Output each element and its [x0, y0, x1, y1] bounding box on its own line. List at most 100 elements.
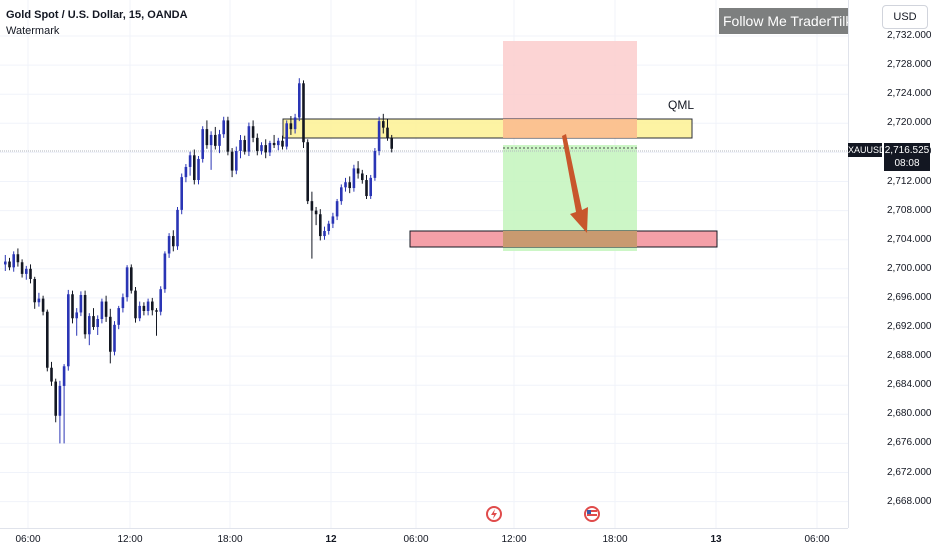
candle — [8, 257, 11, 271]
candle — [71, 290, 74, 324]
candle-body — [239, 140, 242, 151]
candle — [201, 126, 204, 163]
price-tick-label: 2,704.000 — [887, 233, 932, 245]
candle-body — [117, 308, 120, 325]
candle-body — [281, 140, 284, 147]
candle — [176, 206, 179, 250]
candle — [230, 148, 234, 178]
us-flag-event-icon[interactable] — [584, 506, 600, 522]
candle-body — [386, 127, 389, 138]
candle — [377, 116, 381, 156]
candle — [12, 251, 15, 272]
candle — [323, 226, 326, 240]
candle-body — [75, 312, 78, 319]
candle-body — [306, 142, 309, 202]
candle — [130, 264, 133, 294]
candle — [306, 139, 309, 205]
candle-body — [226, 120, 230, 152]
candle — [361, 169, 364, 184]
currency-button[interactable]: USD — [882, 5, 928, 29]
price-tick-label: 2,672.000 — [887, 466, 932, 478]
price-tick-label: 2,688.000 — [887, 350, 932, 362]
candle — [79, 291, 83, 317]
candle — [386, 118, 389, 141]
candle-body — [138, 305, 141, 319]
candle — [159, 286, 162, 316]
candle-body — [155, 310, 158, 312]
candle — [205, 120, 209, 149]
price-tick-label: 2,692.000 — [887, 321, 932, 332]
current-price-tag: 2,716.525 08:08 — [884, 143, 930, 171]
candle — [335, 198, 339, 221]
candle — [62, 364, 66, 444]
candle-body — [390, 137, 393, 149]
candle-body — [344, 182, 347, 188]
bar-countdown: 08:08 — [894, 158, 920, 169]
price-chart[interactable] — [0, 0, 848, 528]
candle-body — [113, 324, 116, 352]
candle-body — [327, 223, 330, 231]
candle — [251, 120, 255, 143]
candle — [104, 295, 108, 322]
time-tick-label: 06:00 — [15, 534, 41, 545]
time-scale[interactable]: 06:00 12:00 18:00 12 06:00 12:00 18:00 13 06:00 — [0, 528, 848, 551]
candle — [314, 206, 318, 226]
current-price-value: 2,716.525 — [884, 145, 930, 156]
candle — [100, 298, 104, 324]
candle-body — [184, 166, 188, 178]
candle-body — [25, 268, 28, 274]
flash-event-icon[interactable] — [486, 506, 502, 522]
candle-body — [62, 366, 66, 386]
candle-body — [293, 117, 297, 130]
candle-body — [340, 187, 343, 202]
candle-body — [109, 316, 112, 352]
price-scale[interactable]: 2,732.000 2,728.000 2,724.000 2,720.000 2,71… — [848, 0, 932, 528]
candle — [146, 298, 150, 316]
entry-overlap — [503, 119, 637, 138]
candle — [163, 251, 167, 293]
chart-grid — [0, 0, 848, 528]
candle — [88, 313, 91, 346]
candle-body — [20, 262, 24, 274]
candle-body — [377, 121, 381, 151]
candle-body — [289, 123, 293, 130]
candle — [226, 116, 230, 156]
candle — [247, 122, 251, 157]
candle-body — [243, 140, 246, 152]
candle-body — [302, 83, 305, 143]
candle — [67, 289, 70, 371]
candle-body — [180, 177, 183, 210]
candle — [54, 378, 57, 423]
price-tick-label: 2,700.000 — [887, 262, 932, 274]
candle — [172, 230, 175, 252]
candle-body — [67, 294, 70, 367]
candle-body — [214, 134, 217, 146]
candle-body — [285, 123, 288, 147]
candle-body — [83, 294, 87, 335]
candle — [243, 135, 246, 155]
candle-body — [348, 182, 351, 189]
candle-body — [205, 129, 209, 146]
candle-body — [197, 158, 200, 181]
candle — [109, 308, 112, 364]
candle — [96, 315, 99, 336]
candle — [25, 265, 28, 280]
candle-body — [256, 137, 259, 151]
candle-body — [201, 129, 204, 159]
candle — [41, 295, 45, 316]
candle-body — [176, 209, 179, 247]
candle — [365, 174, 368, 199]
price-tick-label: 2,696.000 — [887, 291, 932, 303]
candle-body — [134, 290, 137, 319]
price-tick-label: 2,708.000 — [887, 204, 932, 216]
candle — [218, 129, 221, 154]
qml-label: QML — [668, 98, 695, 112]
candle-body — [268, 142, 272, 153]
candle — [369, 174, 372, 199]
price-tick-label: 2,668.000 — [887, 495, 932, 507]
candle — [29, 264, 32, 284]
symbol-title[interactable]: Gold Spot / U.S. Dollar, 15, OANDA — [6, 9, 188, 21]
candle — [340, 184, 343, 205]
candle-body — [163, 253, 167, 290]
price-tick-label: 2,720.000 — [887, 117, 932, 129]
